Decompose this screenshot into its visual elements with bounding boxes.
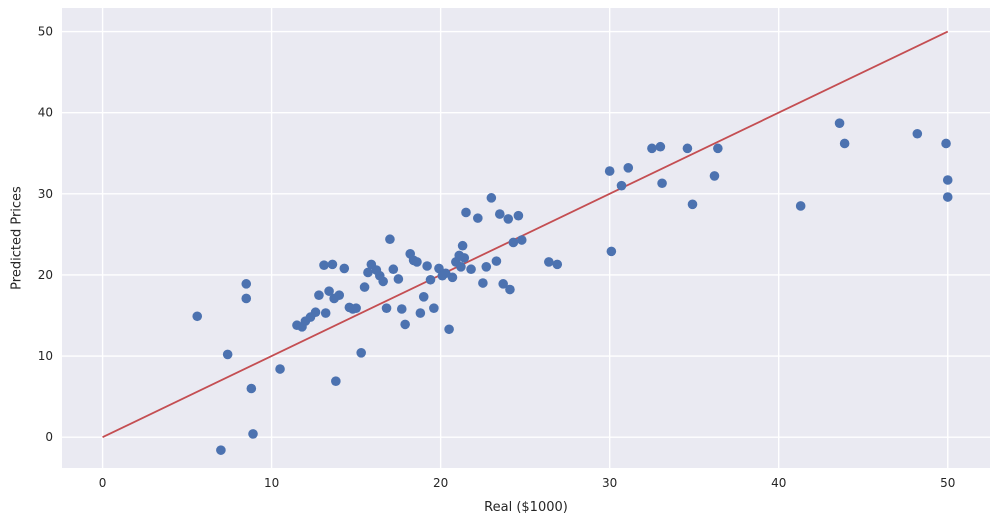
data-point: [552, 259, 563, 270]
y-tick-label: 0: [45, 430, 53, 444]
data-point: [320, 308, 331, 318]
x-tick-label: 50: [940, 476, 955, 490]
data-point: [248, 429, 258, 439]
data-point: [393, 274, 404, 284]
data-point: [356, 347, 366, 358]
x-tick-label: 20: [433, 476, 448, 490]
data-point: [331, 376, 341, 386]
data-point: [491, 256, 502, 266]
data-point: [241, 293, 252, 304]
x-tick-label: 30: [602, 476, 617, 490]
data-point: [396, 304, 407, 314]
data-point: [216, 445, 226, 455]
data-point: [381, 303, 392, 313]
data-point: [457, 240, 468, 251]
y-axis-label: Predicted Prices: [9, 186, 25, 290]
x-axis-label: Real ($1000): [484, 500, 568, 515]
y-tick-label: 20: [38, 268, 53, 282]
data-point: [363, 267, 373, 278]
data-point: [447, 272, 458, 283]
data-point: [412, 257, 422, 267]
data-point: [422, 261, 432, 271]
data-point: [459, 253, 470, 263]
y-tick-label: 10: [38, 349, 53, 363]
data-point: [425, 274, 436, 285]
data-point: [192, 311, 203, 322]
y-tick-label: 50: [38, 25, 53, 39]
y-tick-label: 40: [38, 106, 53, 120]
data-point: [795, 201, 806, 211]
x-tick-label: 10: [264, 476, 279, 490]
data-point: [513, 210, 524, 221]
data-point: [498, 279, 508, 289]
data-point: [359, 282, 370, 292]
data-point: [503, 214, 514, 224]
data-point: [466, 264, 476, 275]
data-point: [241, 279, 252, 289]
data-point: [486, 193, 497, 203]
data-point: [444, 324, 454, 335]
data-point: [657, 178, 667, 189]
data-point: [942, 192, 953, 202]
data-point: [647, 143, 657, 154]
y-tick-label: 30: [38, 187, 53, 201]
data-point: [478, 278, 488, 288]
data-point: [655, 141, 666, 152]
data-point: [314, 290, 324, 300]
data-point: [434, 263, 444, 274]
data-point: [310, 307, 321, 318]
data-point: [544, 257, 554, 267]
data-point: [385, 234, 395, 245]
data-point: [941, 138, 951, 149]
data-point: [912, 128, 923, 139]
data-point: [494, 209, 505, 219]
data-point: [623, 163, 634, 173]
data-point: [351, 303, 361, 313]
data-point: [456, 262, 466, 272]
data-point: [713, 143, 723, 154]
data-point: [839, 138, 850, 149]
x-tick-label: 0: [99, 476, 107, 490]
identity-line: [102, 30, 949, 438]
data-point: [319, 260, 329, 270]
data-point: [222, 349, 233, 360]
data-point: [275, 364, 285, 374]
data-point: [418, 292, 429, 302]
data-point: [461, 207, 471, 218]
data-point: [339, 263, 350, 274]
data-point: [682, 143, 693, 154]
data-point: [334, 290, 345, 300]
data-point: [834, 118, 845, 129]
data-point: [246, 383, 257, 394]
data-point: [429, 303, 439, 313]
data-point: [400, 319, 410, 330]
data-point: [327, 259, 338, 270]
data-point: [473, 213, 483, 223]
data-point: [687, 199, 698, 210]
data-point: [516, 235, 527, 245]
x-tick-label: 40: [771, 476, 786, 490]
data-point: [616, 180, 627, 191]
data-point: [378, 276, 388, 287]
data-point: [604, 166, 615, 176]
data-point: [324, 286, 334, 296]
data-point: [505, 284, 515, 295]
data-point: [942, 175, 953, 185]
data-point: [709, 171, 720, 181]
data-point: [508, 237, 519, 248]
data-point: [388, 264, 399, 275]
data-point: [415, 308, 426, 318]
data-point: [606, 246, 617, 257]
data-point: [481, 262, 492, 272]
